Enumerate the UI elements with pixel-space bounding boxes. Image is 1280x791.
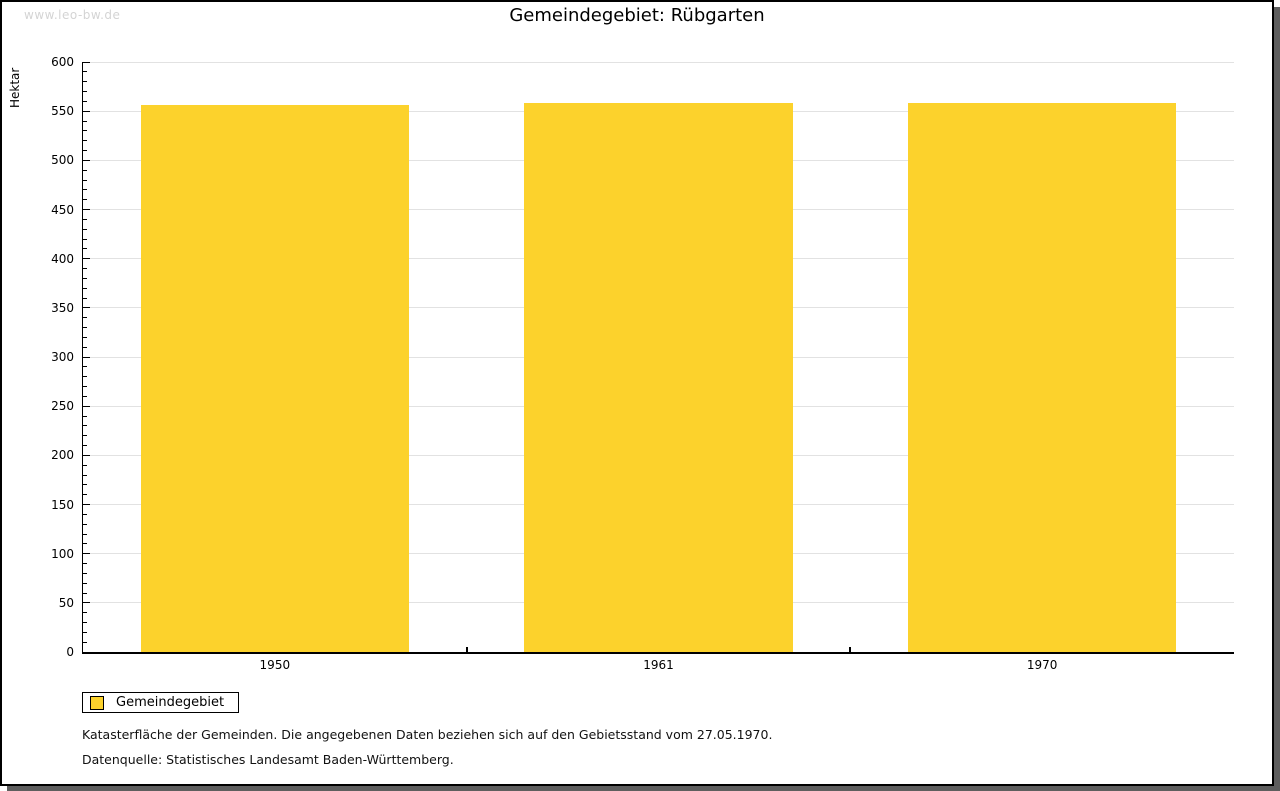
y-tick-minor-140 bbox=[83, 513, 87, 515]
footnote-data-source: Datenquelle: Statistisches Landesamt Bad… bbox=[82, 752, 454, 767]
y-tick-minor-260 bbox=[83, 395, 87, 397]
y-tick-minor-170 bbox=[83, 484, 87, 486]
footnote-source-note: Katasterfläche der Gemeinden. Die angege… bbox=[82, 727, 773, 742]
y-tick-minor-340 bbox=[83, 317, 87, 319]
y-tick-minor-130 bbox=[83, 523, 87, 525]
y-tick-minor-330 bbox=[83, 327, 87, 328]
y-tick-major-400 bbox=[83, 258, 90, 260]
y-tick-label-450: 450 bbox=[51, 202, 74, 217]
y-tick-minor-320 bbox=[83, 336, 87, 338]
y-tick-minor-510 bbox=[83, 150, 87, 151]
y-tick-minor-80 bbox=[83, 572, 87, 574]
y-tick-minor-160 bbox=[83, 494, 87, 496]
y-tick-label-350: 350 bbox=[51, 300, 74, 315]
y-tick-minor-90 bbox=[83, 563, 87, 564]
y-tick-label-200: 200 bbox=[51, 448, 74, 463]
legend-swatch bbox=[90, 695, 104, 710]
y-tick-minor-440 bbox=[83, 218, 87, 220]
y-tick-minor-60 bbox=[83, 592, 87, 594]
y-tick-major-550 bbox=[83, 110, 90, 112]
y-tick-major-350 bbox=[83, 307, 90, 309]
y-tick-minor-520 bbox=[83, 140, 87, 142]
watermark: www.leo-bw.de bbox=[24, 8, 121, 22]
y-tick-label-550: 550 bbox=[51, 104, 74, 119]
y-tick-label-50: 50 bbox=[58, 595, 74, 610]
y-tick-label-250: 250 bbox=[51, 399, 74, 414]
x-axis-tick-2 bbox=[849, 647, 852, 652]
bar-1961 bbox=[524, 103, 793, 652]
y-tick-major-100 bbox=[83, 553, 90, 555]
y-tick-minor-10 bbox=[83, 641, 87, 643]
y-tick-major-300 bbox=[83, 356, 90, 358]
y-tick-minor-410 bbox=[83, 248, 87, 250]
y-tick-minor-20 bbox=[83, 631, 87, 633]
y-tick-minor-110 bbox=[83, 543, 87, 545]
legend: Gemeindegebiet bbox=[82, 692, 240, 713]
y-tick-minor-390 bbox=[83, 268, 87, 269]
y-tick-major-500 bbox=[83, 159, 90, 161]
y-tick-minor-290 bbox=[83, 366, 87, 368]
x-tick-label-1961: 1961 bbox=[643, 658, 674, 672]
y-axis-label: Hektar bbox=[8, 67, 22, 108]
x-tick-label-1970: 1970 bbox=[1026, 658, 1058, 672]
y-tick-label-300: 300 bbox=[51, 350, 74, 364]
y-tick-minor-220 bbox=[83, 435, 87, 437]
y-tick-minor-120 bbox=[83, 533, 87, 535]
y-tick-label-500: 500 bbox=[51, 153, 74, 168]
y-tick-minor-590 bbox=[83, 71, 87, 73]
plot-area: 0 50 100 150 200 250 300 350 400 450 500 550 600 1950… bbox=[51, 55, 1234, 672]
y-tick-minor-240 bbox=[83, 415, 87, 417]
y-tick-minor-530 bbox=[83, 130, 87, 132]
y-tick-label-400: 400 bbox=[51, 251, 74, 266]
y-tick-minor-540 bbox=[83, 120, 87, 122]
y-tick-minor-490 bbox=[83, 169, 87, 171]
y-tick-minor-360 bbox=[83, 297, 87, 299]
y-tick-label-150: 150 bbox=[51, 497, 74, 512]
y-tick-minor-430 bbox=[83, 228, 87, 230]
y-tick-minor-580 bbox=[83, 81, 87, 83]
y-tick-minor-560 bbox=[83, 100, 87, 102]
chart-title: Gemeindegebiet: Rübgarten bbox=[509, 5, 765, 26]
y-tick-minor-190 bbox=[83, 464, 87, 466]
y-tick-minor-470 bbox=[83, 189, 87, 191]
y-tick-major-250 bbox=[83, 405, 90, 407]
y-tick-minor-70 bbox=[83, 582, 87, 584]
y-tick-major-450 bbox=[83, 209, 90, 210]
bar-1970 bbox=[907, 103, 1177, 652]
y-tick-label-0: 0 bbox=[66, 645, 74, 659]
y-tick-minor-380 bbox=[83, 277, 87, 279]
y-tick-major-50 bbox=[83, 602, 90, 604]
y-tick-minor-210 bbox=[83, 445, 87, 446]
y-tick-minor-420 bbox=[83, 238, 87, 240]
y-tick-minor-370 bbox=[83, 287, 87, 289]
x-axis-tick-1 bbox=[465, 647, 468, 652]
y-tick-major-200 bbox=[83, 454, 90, 456]
y-tick-minor-460 bbox=[83, 199, 87, 201]
y-tick-major-600 bbox=[83, 61, 90, 63]
y-tick-minor-230 bbox=[83, 425, 87, 427]
y-tick-minor-570 bbox=[83, 91, 87, 92]
bar-1950 bbox=[140, 105, 410, 652]
y-tick-minor-310 bbox=[83, 346, 87, 348]
y-tick-minor-480 bbox=[83, 179, 87, 181]
y-tick-major-0 bbox=[83, 651, 90, 653]
legend-label: Gemeindegebiet bbox=[116, 695, 225, 710]
y-tick-label-600: 600 bbox=[51, 55, 74, 69]
y-tick-minor-180 bbox=[83, 474, 87, 476]
y-tick-label-100: 100 bbox=[51, 546, 74, 561]
gridline-600 bbox=[83, 61, 1234, 63]
y-tick-minor-270 bbox=[83, 386, 87, 387]
y-tick-minor-30 bbox=[83, 622, 87, 623]
y-tick-minor-280 bbox=[83, 376, 87, 378]
y-tick-major-150 bbox=[83, 504, 90, 505]
x-tick-label-1950: 1950 bbox=[259, 658, 291, 672]
y-tick-minor-40 bbox=[83, 612, 87, 614]
